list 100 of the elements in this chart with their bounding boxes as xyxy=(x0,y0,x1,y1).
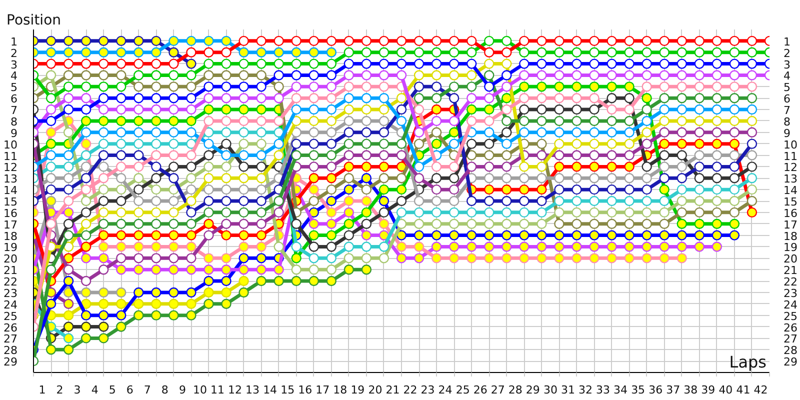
point xyxy=(554,253,564,264)
y2-tick-label: 23 xyxy=(784,286,798,300)
point xyxy=(414,230,424,240)
point xyxy=(536,184,547,195)
point xyxy=(624,36,634,46)
point xyxy=(519,36,530,46)
point xyxy=(589,196,600,206)
point xyxy=(238,264,249,275)
y2-tick-label: 14 xyxy=(784,184,798,198)
point xyxy=(466,162,477,172)
point xyxy=(151,150,162,160)
point xyxy=(80,276,92,286)
point xyxy=(624,242,634,252)
point xyxy=(63,127,74,138)
point xyxy=(168,104,179,115)
x-tick-label: 20 xyxy=(368,384,382,396)
point xyxy=(396,70,407,80)
point xyxy=(414,173,424,184)
point xyxy=(151,127,162,138)
point xyxy=(134,207,144,218)
point xyxy=(659,58,670,69)
point xyxy=(63,104,74,115)
point xyxy=(361,150,372,160)
point xyxy=(606,82,617,92)
point xyxy=(448,184,460,195)
point xyxy=(361,116,372,126)
x-tick-label: 2 xyxy=(56,384,64,396)
point xyxy=(168,82,179,92)
point xyxy=(274,36,284,46)
point xyxy=(448,242,460,252)
point xyxy=(536,218,547,229)
point xyxy=(326,173,337,184)
point xyxy=(46,264,56,275)
point xyxy=(221,138,232,149)
point xyxy=(431,242,442,252)
point xyxy=(168,116,179,126)
point xyxy=(326,162,337,172)
point xyxy=(502,104,512,115)
point xyxy=(80,47,92,58)
point xyxy=(256,162,266,172)
point xyxy=(151,58,162,69)
y-tick-label: 4 xyxy=(10,70,18,83)
point xyxy=(98,264,109,275)
point xyxy=(659,184,670,195)
point xyxy=(80,207,92,218)
point xyxy=(134,253,144,264)
point xyxy=(361,196,372,206)
point xyxy=(676,253,687,264)
point xyxy=(63,173,74,184)
point xyxy=(431,47,442,58)
point xyxy=(606,218,617,229)
point xyxy=(151,298,162,309)
point xyxy=(378,82,390,92)
point xyxy=(572,47,582,58)
point xyxy=(414,127,424,138)
point xyxy=(186,230,196,240)
point xyxy=(291,47,302,58)
point xyxy=(98,207,109,218)
point xyxy=(344,264,354,275)
point xyxy=(606,104,617,115)
point xyxy=(80,70,92,80)
x-tick-label: 25 xyxy=(456,384,470,396)
point xyxy=(204,264,214,275)
point xyxy=(396,253,407,264)
point xyxy=(694,93,705,104)
point xyxy=(378,242,390,252)
point xyxy=(554,150,564,160)
point xyxy=(361,82,372,92)
point xyxy=(116,196,126,206)
point xyxy=(589,218,600,229)
point xyxy=(572,138,582,149)
point xyxy=(502,150,512,160)
point xyxy=(344,93,354,104)
point xyxy=(256,207,266,218)
point xyxy=(116,287,126,298)
point xyxy=(344,230,354,240)
point xyxy=(46,218,56,229)
point xyxy=(536,36,547,46)
y-tick-label: 11 xyxy=(4,150,18,163)
point xyxy=(221,127,232,138)
point xyxy=(291,218,302,229)
point xyxy=(502,82,512,92)
point xyxy=(46,116,56,126)
point xyxy=(361,242,372,252)
point xyxy=(431,36,442,46)
point xyxy=(431,93,442,104)
point xyxy=(63,207,74,218)
point xyxy=(344,138,354,149)
point xyxy=(606,138,617,149)
point xyxy=(729,173,740,184)
point xyxy=(606,36,617,46)
x-tick-label: 40 xyxy=(718,384,733,396)
point xyxy=(361,162,372,172)
point xyxy=(80,127,92,138)
point xyxy=(554,218,564,229)
point xyxy=(746,58,758,69)
y-tick-label: 28 xyxy=(4,344,18,358)
point xyxy=(291,70,302,80)
point xyxy=(554,82,564,92)
point xyxy=(186,196,196,206)
